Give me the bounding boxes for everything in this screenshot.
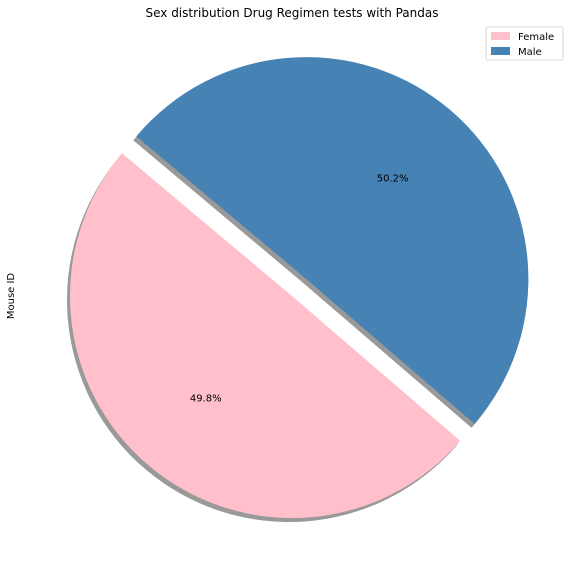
legend-label-female: Female — [518, 32, 554, 43]
chart-title: Sex distribution Drug Regimen tests with… — [145, 6, 438, 20]
pie-slice-male — [136, 57, 529, 424]
legend-swatch-male — [491, 47, 510, 55]
pie-slice-female — [69, 153, 461, 519]
y-axis-label: Mouse ID — [6, 273, 17, 320]
legend-label-male: Male — [518, 47, 542, 58]
pie-slices-group — [69, 57, 529, 519]
legend-swatch-female — [491, 32, 510, 40]
legend: Female Male — [485, 26, 564, 61]
pie-pct-label-female: 49.8% — [190, 393, 222, 404]
pie-pct-label-male: 50.2% — [377, 174, 409, 185]
pie-labels-group: 49.8% 50.2% — [190, 174, 409, 405]
